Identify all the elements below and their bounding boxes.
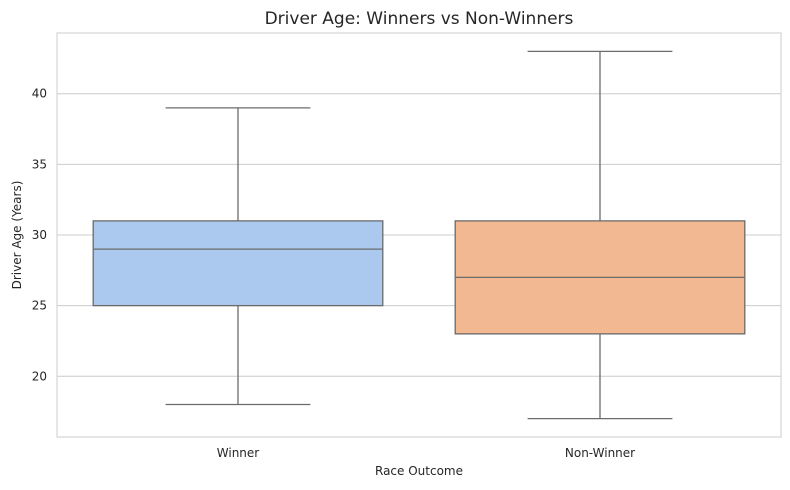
box-winner — [92, 107, 384, 406]
box-layer — [92, 50, 746, 420]
y-axis-label: Driver Age (Years) — [10, 181, 24, 290]
y-tick-label: 30 — [32, 228, 47, 242]
x-tick-labels: Winner Non-Winner — [217, 446, 635, 460]
x-axis-label: Race Outcome — [375, 464, 463, 478]
plot-frame — [56, 32, 782, 438]
y-tick-labels: 20 25 30 35 40 — [32, 87, 47, 384]
chart-title: Driver Age: Winners vs Non-Winners — [265, 9, 574, 29]
y-tick-label: 40 — [32, 87, 47, 101]
box-non-winner — [454, 50, 746, 420]
x-tick-label: Non-Winner — [565, 446, 635, 460]
y-tick-label: 35 — [32, 157, 47, 171]
y-tick-label: 20 — [32, 369, 47, 383]
x-tick-label: Winner — [217, 446, 260, 460]
y-tick-label: 25 — [32, 299, 47, 313]
iqr-box — [92, 220, 384, 307]
